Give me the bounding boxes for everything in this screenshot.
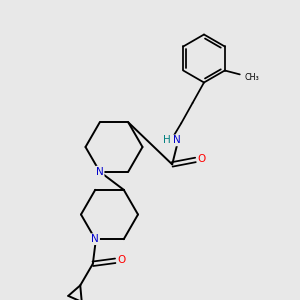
Text: N: N xyxy=(96,167,103,177)
Text: O: O xyxy=(197,154,206,164)
Text: CH₃: CH₃ xyxy=(245,74,260,82)
Text: H: H xyxy=(163,135,171,145)
Text: N: N xyxy=(92,234,99,244)
Text: O: O xyxy=(117,255,125,265)
Text: N: N xyxy=(173,135,181,146)
